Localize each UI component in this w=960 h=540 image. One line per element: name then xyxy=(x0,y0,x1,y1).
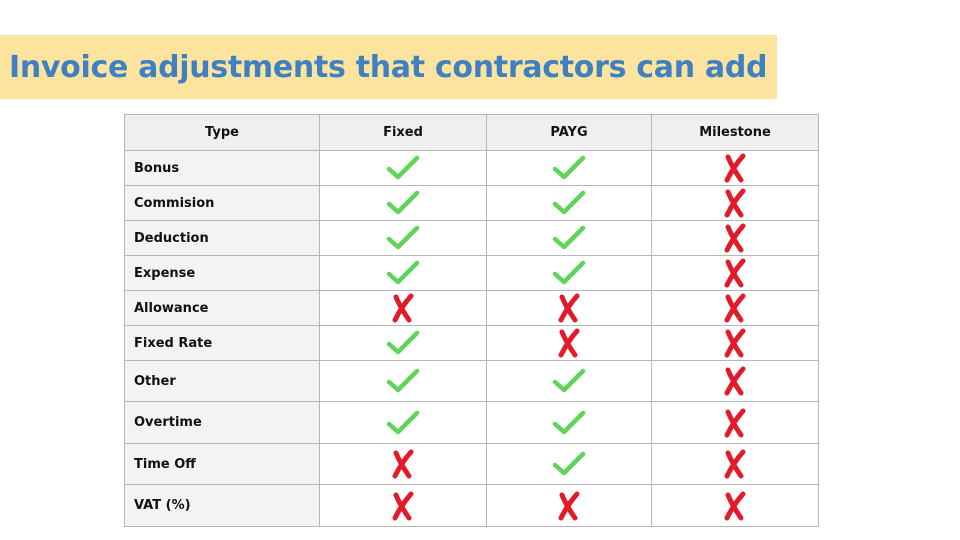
cross-icon xyxy=(392,491,414,520)
cross-icon xyxy=(724,293,746,323)
cross-icon xyxy=(724,449,746,479)
check-icon xyxy=(386,330,420,355)
check-icon xyxy=(552,190,586,215)
cross-icon xyxy=(724,408,746,437)
cell-milestone xyxy=(651,401,819,444)
table-header-row: Type Fixed PAYG Milestone xyxy=(124,114,819,151)
cross-icon xyxy=(724,188,746,218)
row-label: Time Off xyxy=(124,443,320,485)
cell-payg xyxy=(486,401,652,444)
row-label: Fixed Rate xyxy=(124,325,320,361)
cross-icon xyxy=(724,153,746,183)
cell-milestone xyxy=(651,185,819,221)
cell-payg xyxy=(486,484,652,527)
check-icon xyxy=(552,368,586,393)
cross-icon xyxy=(724,366,746,396)
table-row: Fixed Rate xyxy=(124,325,819,361)
table-row: VAT (%) xyxy=(124,484,819,527)
table-row: Allowance xyxy=(124,290,819,326)
table-row: Commision xyxy=(124,185,819,221)
header-type: Type xyxy=(124,114,320,151)
check-icon xyxy=(552,260,586,285)
cell-fixed xyxy=(319,484,487,527)
cell-milestone xyxy=(651,220,819,256)
adjustments-table: Type Fixed PAYG Milestone Bonus Commision… xyxy=(124,114,819,527)
check-icon xyxy=(386,190,420,215)
check-icon xyxy=(552,225,586,250)
check-icon xyxy=(386,225,420,250)
cross-icon xyxy=(392,449,414,479)
table-row: Time Off xyxy=(124,443,819,485)
row-label: VAT (%) xyxy=(124,484,320,527)
cell-payg xyxy=(486,443,652,485)
cell-payg xyxy=(486,220,652,256)
row-label: Overtime xyxy=(124,401,320,444)
cell-fixed xyxy=(319,325,487,361)
cross-icon xyxy=(724,258,746,288)
cell-milestone xyxy=(651,360,819,402)
check-icon xyxy=(386,368,420,393)
row-label: Allowance xyxy=(124,290,320,326)
cross-icon xyxy=(558,293,580,323)
row-label: Other xyxy=(124,360,320,402)
cross-icon xyxy=(724,328,746,358)
cell-milestone xyxy=(651,325,819,361)
cross-icon xyxy=(558,491,580,520)
cell-payg xyxy=(486,255,652,291)
cross-icon xyxy=(558,328,580,358)
title-banner: Invoice adjustments that contractors can… xyxy=(0,35,777,99)
row-label: Bonus xyxy=(124,150,320,186)
cell-payg xyxy=(486,325,652,361)
cell-milestone xyxy=(651,484,819,527)
check-icon xyxy=(552,155,586,180)
table-body: Bonus Commision Deduction Expense Allowance F… xyxy=(124,150,819,527)
check-icon xyxy=(552,410,586,434)
cell-payg xyxy=(486,290,652,326)
cell-fixed xyxy=(319,443,487,485)
cell-fixed xyxy=(319,255,487,291)
table-row: Deduction xyxy=(124,220,819,256)
cross-icon xyxy=(724,223,746,253)
row-label: Expense xyxy=(124,255,320,291)
table-row: Expense xyxy=(124,255,819,291)
check-icon xyxy=(386,155,420,180)
cell-milestone xyxy=(651,443,819,485)
check-icon xyxy=(552,451,586,476)
table-row: Overtime xyxy=(124,401,819,444)
header-payg: PAYG xyxy=(486,114,652,151)
check-icon xyxy=(386,410,420,434)
cell-fixed xyxy=(319,401,487,444)
cell-milestone xyxy=(651,255,819,291)
cell-milestone xyxy=(651,150,819,186)
row-label: Deduction xyxy=(124,220,320,256)
cell-milestone xyxy=(651,290,819,326)
cross-icon xyxy=(392,293,414,323)
cell-payg xyxy=(486,360,652,402)
cross-icon xyxy=(724,491,746,520)
page-title: Invoice adjustments that contractors can… xyxy=(9,49,768,85)
cell-fixed xyxy=(319,290,487,326)
check-icon xyxy=(386,260,420,285)
header-milestone: Milestone xyxy=(651,114,819,151)
cell-payg xyxy=(486,185,652,221)
cell-fixed xyxy=(319,360,487,402)
cell-payg xyxy=(486,150,652,186)
cell-fixed xyxy=(319,220,487,256)
table-row: Bonus xyxy=(124,150,819,186)
header-fixed: Fixed xyxy=(319,114,487,151)
cell-fixed xyxy=(319,185,487,221)
row-label: Commision xyxy=(124,185,320,221)
table-row: Other xyxy=(124,360,819,402)
cell-fixed xyxy=(319,150,487,186)
